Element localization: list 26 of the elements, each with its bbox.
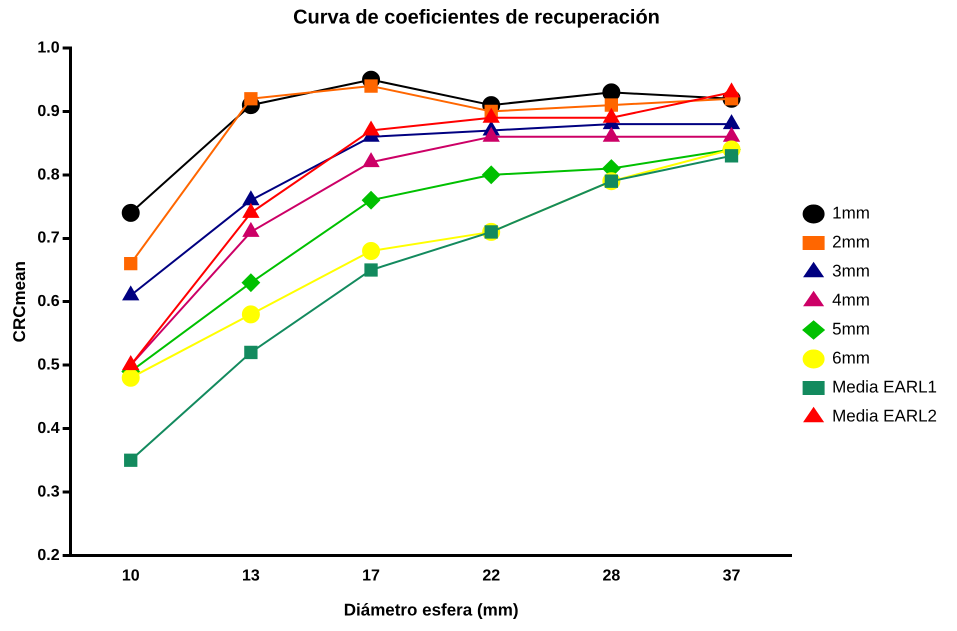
x-tick-label: 10 [122,567,140,584]
x-axis-title: Diámetro esfera (mm) [344,600,519,620]
legend-label: Media EARL1 [832,378,937,397]
legend-label: Media EARL2 [832,406,937,426]
y-tick-label: 0.8 [37,166,60,184]
legend-label: 1mm [832,204,870,223]
y-tick-label: 0.3 [37,483,60,500]
legend-label: 5mm [832,320,870,339]
legend-label: 3mm [832,262,870,281]
y-axis-title: CRCmean [10,261,29,342]
legend-label: 4mm [832,290,870,310]
x-tick-label: 22 [482,567,500,584]
chart-title: Curva de coeficientes de recuperación [293,6,660,29]
x-tick-label: 37 [722,567,741,584]
y-tick-label: 0.6 [37,293,60,310]
legend-label: 6mm [832,348,870,368]
y-tick-label: 0.5 [37,356,60,374]
legend-label: 2mm [832,232,870,252]
y-tick-label: 1.0 [37,39,60,56]
y-tick-label: 0.9 [37,102,60,120]
y-tick-label: 0.7 [37,230,60,247]
x-tick-label: 28 [602,567,620,584]
y-tick-label: 0.2 [37,546,60,564]
x-tick-label: 13 [242,567,260,584]
y-tick-label: 0.4 [37,420,60,437]
x-tick-label: 17 [362,567,380,584]
